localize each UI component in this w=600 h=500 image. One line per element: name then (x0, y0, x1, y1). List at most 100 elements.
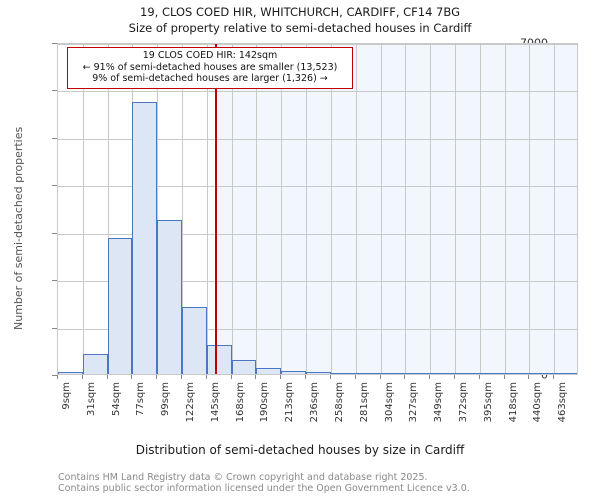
histogram-bar (405, 372, 431, 374)
annotation-larger: 9% of semi-detached houses are larger (1… (92, 73, 328, 84)
x-tick-mark (156, 375, 158, 379)
x-tick-mark (255, 375, 257, 379)
footer-attribution: Contains HM Land Registry data © Crown c… (58, 472, 598, 494)
x-tick-mark (181, 375, 183, 379)
x-tick-label: 258sqm (333, 382, 345, 423)
gridline-vertical (529, 44, 531, 374)
x-tick-label: 213sqm (284, 382, 296, 423)
gridline-vertical (405, 44, 407, 374)
x-tick-mark (131, 375, 133, 379)
x-tick-label: 304sqm (383, 382, 395, 423)
y-tick-mark (52, 375, 57, 376)
x-tick-label: 122sqm (185, 382, 197, 423)
histogram-bar (107, 238, 133, 374)
x-tick-label: 281sqm (358, 382, 370, 423)
gridline-horizontal (58, 233, 577, 235)
footer-line-1: Contains HM Land Registry data © Crown c… (58, 472, 428, 483)
x-tick-label: 99sqm (160, 382, 172, 417)
x-tick-label: 145sqm (209, 382, 221, 423)
gridline-vertical (355, 44, 357, 374)
gridline-vertical (82, 44, 84, 374)
gridline-vertical (504, 44, 506, 374)
gridline-vertical (306, 44, 308, 374)
histogram-bar (132, 102, 158, 374)
marker-line (214, 44, 217, 374)
histogram-bar (206, 344, 232, 374)
histogram-bar (554, 372, 577, 374)
annotation-smaller: ← 91% of semi-detached houses are smalle… (82, 61, 338, 73)
plot-area (57, 43, 578, 375)
histogram-bar (529, 372, 555, 374)
gridline-vertical (430, 44, 432, 374)
x-tick-mark (354, 375, 356, 379)
x-tick-mark (329, 375, 331, 379)
x-tick-label: 77sqm (135, 382, 147, 417)
gridline-vertical (157, 44, 159, 374)
histogram-bar (479, 372, 505, 374)
x-tick-label: 9sqm (61, 382, 72, 410)
x-tick-mark (57, 375, 58, 379)
x-tick-mark (453, 375, 455, 379)
gridline-horizontal (58, 281, 577, 283)
gridline-vertical (330, 44, 332, 374)
x-axis-label: Distribution of semi-detached houses by … (135, 443, 465, 457)
x-tick-label: 418sqm (507, 382, 519, 423)
x-tick-label: 236sqm (309, 382, 321, 423)
y-tick-mark (52, 137, 57, 139)
gridline-vertical (479, 44, 481, 374)
footer-line-2: Contains public sector information licen… (58, 483, 470, 494)
chart-subtitle: Size of property relative to semi-detach… (128, 21, 472, 35)
histogram-bar (355, 372, 381, 374)
gridline-vertical (107, 44, 109, 374)
histogram-bar (182, 306, 207, 374)
x-tick-mark (106, 375, 108, 379)
x-tick-mark (528, 375, 530, 379)
histogram-bar (82, 354, 108, 374)
x-tick-label: 31sqm (85, 382, 97, 417)
gridline-vertical (281, 44, 283, 374)
histogram-bar (281, 370, 307, 374)
x-tick-label: 440sqm (532, 382, 544, 423)
gridline-vertical (256, 44, 258, 374)
histogram-bar (330, 372, 356, 374)
histogram-bar (231, 360, 257, 374)
larger-properties-shading (215, 44, 577, 374)
property-annotation-box: 19 CLOS COED HIR: 142sqm ← 91% of semi-d… (67, 47, 353, 89)
x-tick-mark (478, 375, 480, 379)
x-tick-mark (503, 375, 505, 379)
x-tick-label: 463sqm (557, 382, 569, 423)
page-title: 19, CLOS COED HIR, WHITCHURCH, CARDIFF, … (140, 5, 460, 19)
y-tick-label: 0 (541, 368, 548, 382)
x-tick-label: 327sqm (408, 382, 420, 423)
annotation-title: 19 CLOS COED HIR: 142sqm (142, 50, 278, 61)
y-tick-mark (52, 185, 57, 187)
x-tick-label: 168sqm (234, 382, 246, 423)
x-tick-label: 190sqm (259, 382, 271, 423)
gridline-vertical (182, 44, 184, 374)
gridline-horizontal (58, 186, 577, 188)
x-tick-label: 54sqm (110, 382, 122, 417)
gridline-vertical (206, 44, 208, 374)
gridline-horizontal (58, 138, 577, 140)
histogram-bar (256, 367, 282, 374)
histogram-bar (504, 372, 530, 374)
histogram-bar (454, 372, 480, 374)
x-tick-label: 395sqm (482, 382, 494, 423)
x-tick-mark (305, 375, 307, 379)
y-tick-mark (52, 280, 57, 282)
x-tick-mark (230, 375, 232, 379)
histogram-bar (157, 219, 183, 374)
histogram-bar (430, 372, 455, 374)
y-tick-mark (52, 232, 57, 234)
chart-title-block: 19, CLOS COED HIR, WHITCHURCH, CARDIFF, … (0, 4, 600, 36)
histogram-bar (306, 371, 331, 374)
x-tick-mark (81, 375, 83, 379)
gridline-vertical (454, 44, 456, 374)
x-tick-label: 349sqm (433, 382, 445, 423)
gridline-vertical (554, 44, 556, 374)
x-tick-mark (280, 375, 282, 379)
x-tick-mark (404, 375, 406, 379)
x-tick-mark (205, 375, 207, 379)
gridline-vertical (380, 44, 382, 374)
